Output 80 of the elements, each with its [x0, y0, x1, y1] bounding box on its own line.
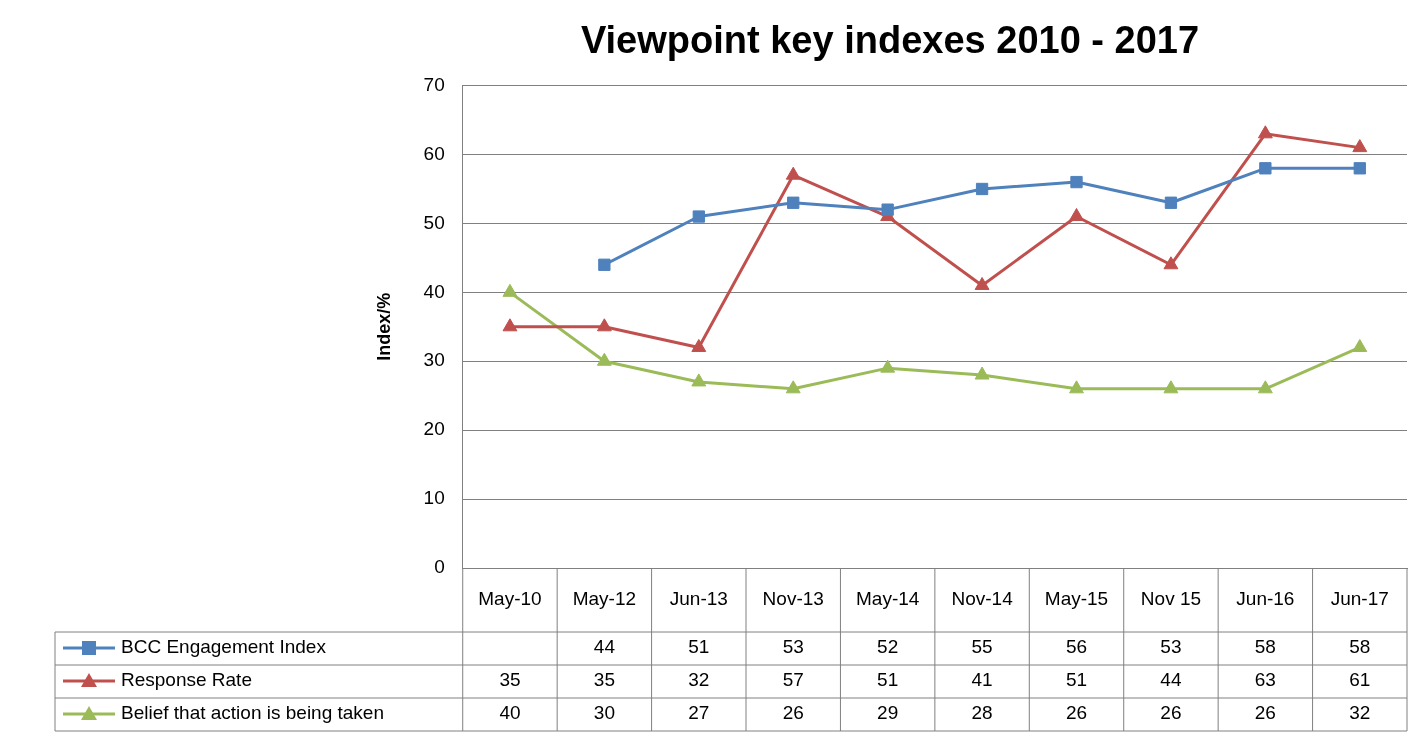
point [502, 318, 518, 332]
point [880, 359, 896, 373]
data-label: 55 [971, 636, 993, 658]
point [691, 338, 707, 352]
data-label: 52 [877, 636, 899, 658]
point [596, 318, 612, 332]
data-label: 40 [499, 702, 521, 724]
point [974, 366, 990, 380]
point [598, 258, 611, 271]
point [787, 196, 800, 209]
x-tick-label: Nov-14 [951, 588, 1014, 610]
point [1259, 162, 1272, 175]
data-label: 35 [499, 669, 521, 691]
data-label: 51 [1065, 669, 1088, 691]
data-label: 53 [1160, 636, 1182, 658]
data-label: 44 [593, 636, 616, 658]
x-tick-label: May-15 [1044, 588, 1109, 610]
chart-title: Viewpoint key indexes 2010 - 2017 [580, 19, 1200, 62]
point [502, 283, 518, 297]
point [1069, 380, 1084, 394]
y-tick-label: 0 [434, 556, 445, 578]
y-tick-label: 60 [423, 142, 445, 164]
data-label: 35 [593, 669, 615, 691]
y-tick-label: 20 [423, 418, 445, 440]
point [1257, 125, 1273, 139]
point [785, 166, 801, 180]
point [1163, 380, 1179, 394]
point [1257, 380, 1273, 394]
x-tick-label: May-10 [478, 588, 542, 610]
x-tick-label: Jun-16 [1236, 588, 1295, 610]
data-label: 56 [1065, 636, 1088, 658]
data-label: 30 [593, 702, 615, 724]
point [596, 352, 612, 366]
data-label: 57 [782, 669, 804, 691]
data-label: 26 [1065, 702, 1088, 724]
data-label: 26 [1160, 702, 1182, 724]
data-label: 26 [1254, 702, 1276, 724]
point [975, 182, 989, 196]
y-tick-label: 70 [423, 73, 445, 95]
data-label: 32 [1349, 702, 1371, 724]
data-label: 53 [782, 636, 804, 658]
data-label: 51 [877, 669, 899, 691]
data-label: 27 [688, 702, 710, 724]
data-label: 58 [1349, 636, 1371, 658]
point [1164, 196, 1178, 209]
data-label: 63 [1254, 669, 1276, 691]
point [1353, 162, 1366, 175]
point [691, 373, 707, 387]
point [692, 210, 705, 223]
legend-label: Response Rate [121, 669, 252, 691]
x-tick-label: Nov 15 [1140, 588, 1202, 610]
x-tick-label: Nov-13 [762, 588, 824, 610]
data-label: 51 [688, 636, 710, 658]
y-tick-label: 40 [423, 280, 445, 302]
x-tick-label: Jun-13 [669, 588, 728, 610]
point [1352, 139, 1368, 153]
data-label: 32 [688, 669, 710, 691]
data-label: 58 [1254, 636, 1276, 658]
legend-label: Belief that action is being taken [121, 702, 385, 724]
legend-label: BCC Engagement Index [121, 636, 327, 658]
data-label: 41 [971, 669, 993, 691]
point [785, 380, 801, 394]
point [1352, 338, 1368, 352]
x-tick-label: Jun-17 [1330, 588, 1389, 610]
point [1069, 208, 1084, 222]
data-label: 26 [782, 702, 804, 724]
x-tick-label: May-12 [572, 588, 637, 610]
point [1163, 256, 1179, 270]
data-label: 29 [877, 702, 899, 724]
y-axis-title: Index/% [373, 292, 394, 361]
data-label: 44 [1160, 669, 1182, 691]
y-tick-label: 30 [423, 349, 445, 371]
y-tick-label: 10 [423, 487, 445, 509]
data-label: 61 [1349, 669, 1371, 691]
x-tick-label: May-14 [855, 588, 920, 610]
y-tick-label: 50 [423, 211, 445, 233]
data-label: 28 [971, 702, 993, 724]
point [1070, 175, 1083, 189]
point [974, 276, 990, 290]
point [881, 203, 894, 216]
